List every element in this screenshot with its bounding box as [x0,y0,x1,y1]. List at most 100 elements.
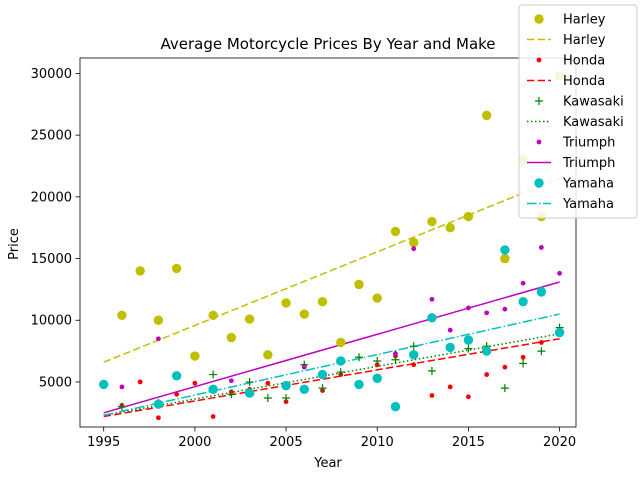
data-point-honda [466,394,471,400]
data-point-honda [265,380,271,386]
data-point-yamaha [518,297,528,307]
plot-area [80,58,576,427]
data-point-yamaha [299,384,309,395]
data-point-yamaha [153,399,164,409]
data-point-kawasaki [245,377,254,386]
data-point-yamaha [463,335,474,345]
data-point-kawasaki [282,393,291,402]
x-tick-label: 2010 [361,435,394,450]
trend-line-triumph [103,281,560,414]
data-point-harley [190,351,200,361]
data-point-triumph [156,336,161,342]
data-point-kawasaki [336,368,345,377]
x-tick-label: 1995 [87,435,120,450]
data-point-honda [192,380,198,386]
data-point-honda [137,379,143,385]
data-point-kawasaki [391,355,400,364]
data-point-honda [411,362,417,368]
data-point-harley [117,310,127,321]
data-point-harley [226,332,237,343]
data-point-triumph [301,364,307,370]
data-point-triumph [447,327,453,333]
data-point-kawasaki [209,370,218,379]
data-point-triumph [228,378,234,384]
legend-label: Yamaha [562,197,614,212]
data-point-yamaha [354,379,364,390]
data-point-harley [481,110,492,121]
data-point-triumph [557,270,562,276]
legend-marker [536,139,542,145]
data-point-harley [336,337,346,348]
data-point-triumph [429,296,435,302]
legend-label: Triumph [562,156,615,171]
legend-marker [534,14,544,24]
y-tick-label: 5000 [39,375,72,390]
legend-label: Harley [563,33,606,48]
trend-line-yamaha [103,313,560,417]
data-point-harley [317,297,328,307]
data-point-yamaha [536,287,547,297]
data-point-triumph [520,280,526,286]
data-point-honda [484,372,490,377]
x-tick-label: 2020 [543,435,576,450]
data-point-honda [156,415,161,421]
data-point-yamaha [208,384,218,395]
legend-label: Kawasaki [563,95,624,110]
data-point-kawasaki [409,342,418,351]
data-point-harley [281,298,291,308]
data-point-honda [447,384,453,390]
data-point-harley [427,216,437,227]
data-point-yamaha [445,342,455,353]
data-point-triumph [393,351,398,356]
legend-label: Honda [563,54,605,69]
legend: Harley Harley Honda Honda Kawasaki Kawasaki Tr… [518,4,638,219]
data-point-kawasaki [464,344,473,353]
data-point-yamaha [427,313,437,323]
data-point-triumph [119,384,125,390]
legend-label: Triumph [562,136,615,151]
legend-marker [534,178,544,188]
data-point-honda [210,414,216,419]
legend-label: Harley [563,13,606,28]
data-point-yamaha [244,388,255,398]
legend-label: Yamaha [562,177,614,192]
data-point-triumph [411,246,417,252]
data-point-harley [354,279,364,290]
x-axis-label: Year [313,456,342,471]
x-tick-label: 2000 [178,435,211,450]
data-point-yamaha [317,369,328,380]
data-point-honda [174,391,180,397]
data-point-yamaha [481,346,492,356]
data-point-honda [502,364,508,370]
data-point-honda [520,354,526,360]
y-tick-label: 25000 [31,129,72,144]
data-point-harley [244,314,255,324]
data-point-kawasaki [263,393,272,402]
data-point-kawasaki [318,384,327,393]
data-point-triumph [502,306,508,312]
data-point-yamaha [281,380,291,391]
data-point-honda [429,393,435,398]
x-tick-label: 2005 [270,435,303,450]
y-tick-label: 30000 [31,67,72,82]
y-tick-label: 15000 [31,252,72,267]
data-point-harley [390,226,401,237]
data-point-yamaha [390,401,401,412]
trend-line-harley [103,177,560,363]
data-point-harley [208,310,218,321]
data-point-yamaha [554,327,565,338]
y-tick-label: 10000 [31,314,72,329]
data-point-triumph [466,305,471,311]
data-point-kawasaki [117,402,126,411]
data-point-kawasaki [227,390,236,399]
legend-marker [536,57,542,63]
data-point-harley [500,253,510,264]
data-point-kawasaki [373,356,382,365]
data-point-kawasaki [427,366,436,375]
data-point-yamaha [336,356,346,366]
data-point-yamaha [99,379,109,390]
chart-title: Average Motorcycle Prices By Year and Ma… [160,35,495,53]
data-point-yamaha [372,373,382,383]
x-tick-label: 2015 [452,435,485,450]
y-axis-label: Price [7,228,22,260]
